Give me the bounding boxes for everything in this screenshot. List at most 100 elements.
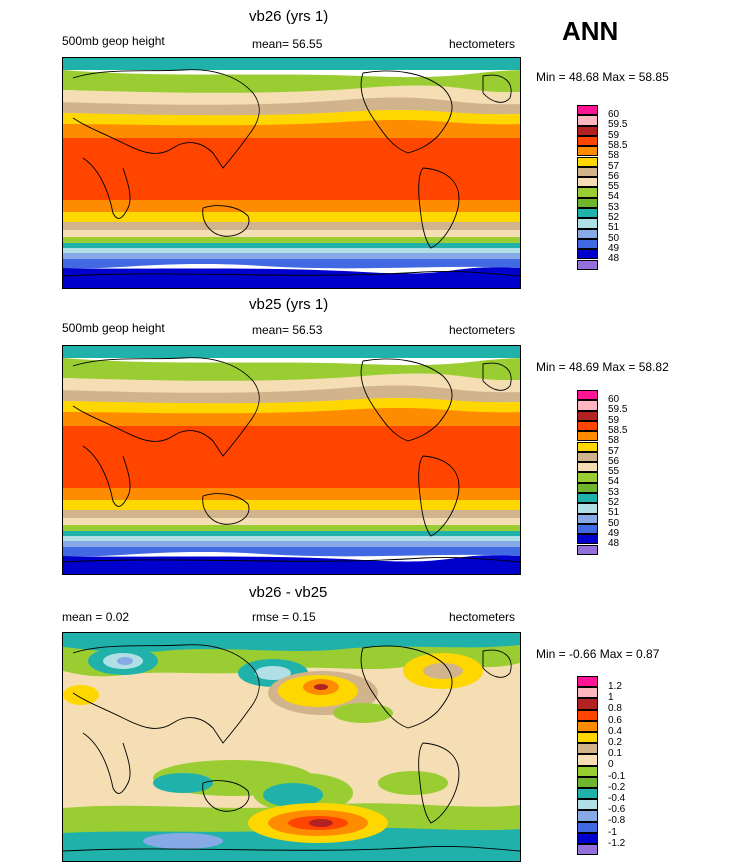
panel3-colorbar-tick: -0.2 (608, 781, 626, 793)
panel1-colorbar-tick: 54 (608, 191, 620, 203)
panel2-colorbar-tick: 50 (608, 517, 620, 529)
panel1-colorbar-tick: 57 (608, 160, 620, 172)
panel2-colorbar-swatch (577, 451, 598, 463)
panel3-colorbar-tick: 0 (608, 759, 614, 771)
panel3-colorbar-swatch (577, 698, 598, 710)
panel2-colorbar-tick: 60 (608, 394, 620, 405)
panel1-colorbar-tick: 52 (608, 212, 620, 223)
panel2-colorbar-swatch (577, 400, 598, 411)
panel2-minmax: Min = 48.69 Max = 58.82 (536, 360, 669, 374)
panel3-colorbar-tick: -0.6 (608, 804, 626, 816)
panel1-colorbar-swatch (577, 156, 598, 167)
panel3-colorbar-tick: 0.2 (608, 737, 622, 748)
panel1-colorbar-tick: 53 (608, 201, 620, 213)
panel2-colorbar-tick: 57 (608, 445, 620, 457)
panel2-colorbar-tick: 58.5 (608, 424, 628, 436)
panel2-colorbar-swatch (577, 544, 598, 555)
panel2-colorbar-tick: 52 (608, 497, 620, 508)
panel2-colorbar-swatch (577, 420, 598, 432)
panel1-minmax: Min = 48.68 Max = 58.85 (536, 70, 669, 84)
panel2-colorbar-swatch (577, 431, 598, 442)
panel3-colorbar-tick: -0.1 (608, 770, 626, 782)
panel1-colorbar-tick: 60 (608, 109, 620, 120)
panel3-colorbar-swatch (577, 788, 598, 800)
panel3-colorbar-swatch (577, 720, 598, 732)
panel2-variable-label: 500mb geop height (62, 321, 165, 335)
panel1-variable-label: 500mb geop height (62, 34, 165, 48)
panel1-colorbar-swatch (577, 125, 598, 136)
panel2-colorbar-swatch (577, 513, 598, 524)
panel1-colorbar-tick: 50 (608, 232, 620, 244)
panel1-colorbar-swatch (577, 218, 598, 229)
panel2-colorbar-tick: 56 (608, 455, 620, 467)
panel1-colorbar-tick: 59.5 (608, 119, 628, 131)
panel1-colorbar-swatch (577, 115, 598, 126)
panel3-map (62, 632, 521, 862)
panel2-mean-label: mean= 56.53 (252, 323, 323, 337)
panel1-colorbar-tick: 58 (608, 150, 620, 162)
panel3-rmse-label: rmse = 0.15 (252, 610, 316, 624)
panel3-colorbar-swatch (577, 776, 598, 788)
panel1-colorbar-swatch (577, 105, 598, 116)
panel2-colorbar-tick: 59 (608, 414, 620, 426)
panel2-colorbar-tick: 53 (608, 486, 620, 498)
panel3-mean-label: mean = 0.02 (62, 610, 130, 624)
panel1-colorbar-swatch (577, 187, 598, 198)
panel2-colorbar-swatch (577, 482, 598, 493)
panel1-colorbar-swatch (577, 249, 598, 260)
panel3-colorbar-swatch (577, 832, 598, 844)
panel1-colorbar-swatch (577, 228, 598, 239)
panel3-colorbar-tick: -1 (608, 826, 617, 838)
panel1-colorbar-tick: 48 (608, 253, 620, 265)
season-label: ANN (562, 16, 619, 46)
panel2-colorbar-tick: 48 (608, 538, 620, 550)
panel3-colorbar-swatch (577, 844, 598, 856)
panel1-map (62, 57, 521, 289)
panel1-colorbar-swatch (577, 208, 598, 219)
panel3-colorbar-swatch (577, 810, 598, 822)
panel3-colorbar-tick: 0.1 (608, 748, 622, 760)
panel2-colorbar-swatch (577, 523, 598, 535)
panel3-colorbar-swatch (577, 709, 598, 721)
panel3-colorbar-tick: -1.2 (608, 837, 626, 849)
panel2-colorbar-swatch (577, 410, 598, 421)
panel3-colorbar-tick: 1.2 (608, 681, 622, 692)
panel3-colorbar-tick: 0.6 (608, 714, 622, 726)
panel3-colorbar-swatch (577, 687, 598, 699)
panel1-colorbar-tick: 49 (608, 242, 620, 254)
panel2-colorbar-tick: 49 (608, 527, 620, 539)
panel3-colorbar-swatch (577, 821, 598, 833)
panel1-colorbar-swatch (577, 259, 598, 270)
panel1-colorbar-tick: 56 (608, 170, 620, 182)
panel1-mean-label: mean= 56.55 (252, 37, 323, 51)
panel3-colorbar-swatch (577, 754, 598, 766)
panel3-units-label: hectometers (449, 610, 516, 624)
panel1-colorbar-swatch (577, 197, 598, 208)
panel2-units-label: hectometers (449, 323, 516, 337)
panel2-colorbar-swatch (577, 441, 598, 452)
panel1-colorbar-tick: 59 (608, 129, 620, 141)
panel3-colorbar-tick: 0.8 (608, 703, 622, 715)
panel3-colorbar-swatch (577, 732, 598, 744)
panel2-colorbar-swatch (577, 503, 598, 514)
panel1-title: vb26 (yrs 1) (249, 8, 329, 25)
panel2-colorbar-swatch (577, 534, 598, 545)
panel3-colorbar-tick: 1 (608, 692, 614, 704)
panel2-colorbar-swatch (577, 462, 598, 473)
panel3-minmax: Min = -0.66 Max = 0.87 (536, 647, 660, 661)
panel1-colorbar-swatch (577, 135, 598, 147)
panel2-colorbar-swatch (577, 472, 598, 483)
panel3-colorbar-tick: -0.8 (608, 815, 626, 827)
panel1-colorbar-tick: 51 (608, 222, 620, 234)
panel3-colorbar-swatch (577, 765, 598, 777)
panel2-colorbar-tick: 58 (608, 435, 620, 447)
panel2-colorbar-tick: 51 (608, 507, 620, 519)
panel3-title: vb26 - vb25 (249, 584, 328, 601)
panel2-title: vb25 (yrs 1) (249, 296, 329, 313)
panel1-colorbar-tick: 55 (608, 181, 620, 193)
panel1-units-label: hectometers (449, 37, 516, 51)
panel1-colorbar-swatch (577, 177, 598, 188)
panel1-colorbar-tick: 58.5 (608, 139, 628, 151)
panel2-colorbar-tick: 55 (608, 466, 620, 478)
panel2-colorbar-tick: 59.5 (608, 404, 628, 416)
